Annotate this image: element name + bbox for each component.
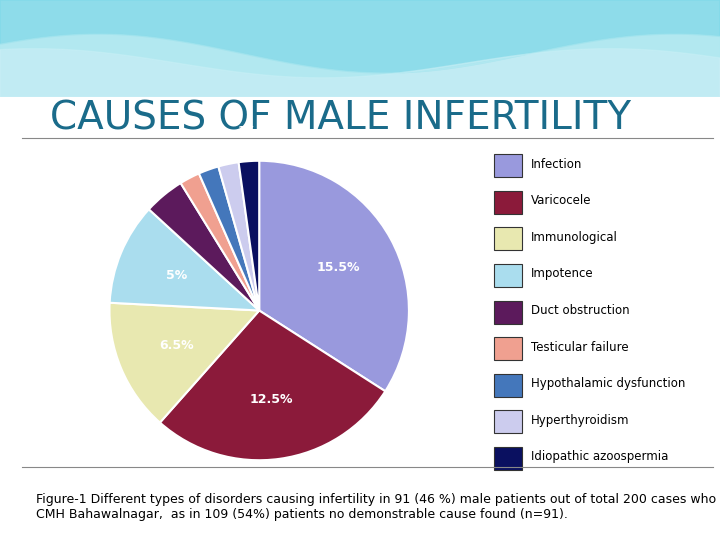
Text: Hyperthyroidism: Hyperthyroidism [531, 414, 629, 427]
Text: Idiopathic azoospermia: Idiopathic azoospermia [531, 450, 668, 463]
Text: Figure-1 Different types of disorders causing infertility in 91 (46 %) male pati: Figure-1 Different types of disorders ca… [36, 493, 720, 521]
Text: 2%: 2% [135, 167, 154, 177]
Text: Varicocele: Varicocele [531, 194, 592, 207]
Wedge shape [218, 162, 259, 310]
Wedge shape [238, 161, 259, 310]
Text: Duct obstruction: Duct obstruction [531, 304, 630, 317]
Wedge shape [199, 166, 259, 310]
FancyBboxPatch shape [494, 337, 522, 360]
Text: 1%: 1% [238, 126, 256, 136]
Wedge shape [109, 303, 259, 423]
Text: 12.5%: 12.5% [250, 393, 293, 406]
Text: CAUSES OF MALE INFERTILITY: CAUSES OF MALE INFERTILITY [50, 100, 631, 138]
Text: 6.5%: 6.5% [159, 339, 194, 352]
FancyBboxPatch shape [494, 227, 522, 251]
Wedge shape [259, 161, 409, 392]
Wedge shape [181, 173, 259, 310]
Wedge shape [109, 210, 259, 310]
FancyBboxPatch shape [494, 301, 522, 323]
Text: 1%: 1% [189, 137, 208, 146]
Wedge shape [149, 183, 259, 310]
FancyBboxPatch shape [494, 410, 522, 434]
Wedge shape [160, 310, 385, 460]
Text: Hypothalamic dysfunction: Hypothalamic dysfunction [531, 377, 685, 390]
Text: Testicular failure: Testicular failure [531, 341, 629, 354]
Text: 15.5%: 15.5% [316, 261, 360, 274]
Text: Infection: Infection [531, 158, 582, 171]
FancyBboxPatch shape [494, 447, 522, 470]
Text: Impotence: Impotence [531, 267, 594, 280]
Text: 5%: 5% [166, 269, 187, 282]
FancyBboxPatch shape [494, 191, 522, 214]
FancyBboxPatch shape [494, 154, 522, 177]
Text: 1%: 1% [166, 146, 185, 157]
FancyBboxPatch shape [494, 264, 522, 287]
FancyBboxPatch shape [494, 374, 522, 397]
Text: Immunological: Immunological [531, 231, 618, 244]
Text: 1%: 1% [213, 130, 232, 140]
